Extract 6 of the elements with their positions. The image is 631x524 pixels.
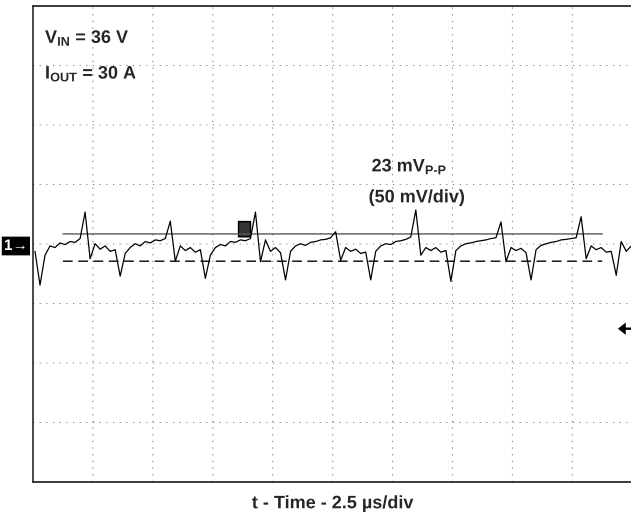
text: V$_{IN}$ = 36 V bbox=[45, 30, 128, 46]
x-axis-title: t - Time - 2.5 µs/div bbox=[252, 495, 414, 512]
text: 23 mV$_{P-P}$ bbox=[372, 158, 446, 174]
text: (50 mV/div) bbox=[369, 189, 464, 206]
text: I$_{OUT}$ = 30 A bbox=[46, 66, 136, 82]
text: 1→ bbox=[4, 239, 25, 250]
